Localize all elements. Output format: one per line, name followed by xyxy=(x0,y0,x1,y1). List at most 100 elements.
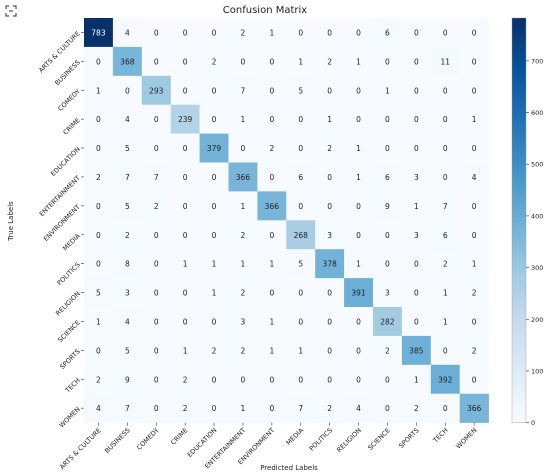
heatmap-cell xyxy=(286,364,316,394)
y-tick-label: CRIME xyxy=(62,116,82,136)
cell-value-label: 4 xyxy=(125,115,130,124)
heatmap-cell xyxy=(286,191,316,221)
cell-value-label: 0 xyxy=(385,375,390,384)
heatmap-cell xyxy=(141,162,171,192)
cell-value-label: 7 xyxy=(298,404,303,413)
cell-value-label: 0 xyxy=(183,57,188,66)
heatmap-cell xyxy=(199,335,229,366)
cell-value-label: 6 xyxy=(443,231,448,240)
cell-value-label: 0 xyxy=(414,57,419,66)
heatmap-cell xyxy=(315,335,345,366)
heatmap-cell xyxy=(170,220,200,250)
heatmap-cell xyxy=(257,162,287,192)
cell-value-label: 4 xyxy=(356,404,361,413)
cell-value-label: 0 xyxy=(212,202,217,211)
heatmap-cell xyxy=(430,335,460,366)
cell-value-label: 0 xyxy=(414,289,419,298)
cell-value-label: 282 xyxy=(380,317,395,326)
heatmap-cell xyxy=(199,364,229,394)
y-tick-label: COMEDY xyxy=(56,87,81,112)
heatmap-cell xyxy=(112,307,143,337)
heatmap-cell xyxy=(373,278,403,308)
heatmap-cell xyxy=(430,220,460,250)
cell-value-label: 0 xyxy=(298,317,303,326)
heatmap-cell xyxy=(286,249,316,279)
heatmap-cell xyxy=(286,46,316,77)
heatmap-cell xyxy=(430,249,460,279)
cell-value-label: 0 xyxy=(443,86,448,95)
x-tick-label: WOMEN xyxy=(454,426,478,450)
cell-value-label: 0 xyxy=(327,202,332,211)
heatmap-cell xyxy=(401,220,432,250)
heatmap-cell xyxy=(373,104,403,134)
cell-value-label: 0 xyxy=(298,289,303,298)
y-tick-label: SPORTS xyxy=(58,348,82,372)
cell-value-label: 1 xyxy=(183,260,188,269)
cell-value-label: 0 xyxy=(327,317,332,326)
heatmap-cell xyxy=(257,335,287,366)
heatmap-cell xyxy=(228,75,258,105)
heatmap-cell xyxy=(170,18,200,48)
colorbar-tick-label: 300 xyxy=(531,264,543,272)
heatmap-cell xyxy=(170,133,200,163)
cell-value-label: 0 xyxy=(183,289,188,298)
cell-value-label: 4 xyxy=(96,404,101,413)
cell-value-label: 0 xyxy=(183,28,188,37)
cell-value-label: 0 xyxy=(154,28,159,37)
heatmap-cell xyxy=(286,104,316,134)
cell-value-label: 1 xyxy=(212,289,217,298)
cell-value-label: 0 xyxy=(183,173,188,182)
heatmap-cell xyxy=(315,162,345,192)
cell-value-label: 0 xyxy=(327,346,332,355)
cell-value-label: 0 xyxy=(443,404,448,413)
heatmap-cell xyxy=(170,46,200,77)
cell-value-label: 2 xyxy=(241,346,246,355)
heatmap-cell xyxy=(112,133,143,163)
heatmap-cell xyxy=(141,364,171,394)
cell-value-label: 0 xyxy=(269,115,274,124)
cell-value-label: 1 xyxy=(298,346,303,355)
cell-value-label: 7 xyxy=(241,86,246,95)
cell-value-label: 7 xyxy=(443,202,448,211)
heatmap-cell xyxy=(257,191,287,221)
heatmap-cell xyxy=(170,104,200,134)
cell-value-label: 0 xyxy=(414,260,419,269)
heatmap-cell xyxy=(344,393,374,423)
cell-value-label: 1 xyxy=(269,28,274,37)
cell-value-label: 1 xyxy=(269,346,274,355)
cell-value-label: 9 xyxy=(125,375,130,384)
heatmap-cell xyxy=(84,278,114,308)
y-tick-label: BUSINESS xyxy=(53,59,82,88)
heatmap-cell xyxy=(286,220,316,250)
cell-value-label: 3 xyxy=(414,231,419,240)
cell-value-label: 2 xyxy=(212,57,217,66)
heatmap-cell xyxy=(401,249,432,279)
heatmap-cell xyxy=(84,249,114,279)
cell-value-label: 5 xyxy=(125,346,130,355)
heatmap-cell xyxy=(459,335,489,366)
cell-value-label: 0 xyxy=(327,375,332,384)
cell-value-label: 1 xyxy=(327,115,332,124)
cell-value-label: 2 xyxy=(96,173,101,182)
heatmap-cell xyxy=(257,18,287,48)
heatmap-cell xyxy=(430,18,460,48)
heatmap-cell xyxy=(199,249,229,279)
heatmap-cell xyxy=(315,249,345,279)
heatmap-cell xyxy=(228,104,258,134)
cell-value-label: 1 xyxy=(356,57,361,66)
cell-value-label: 0 xyxy=(298,144,303,153)
expand-icon[interactable] xyxy=(4,4,18,18)
cell-value-label: 385 xyxy=(409,346,424,355)
cell-value-label: 0 xyxy=(269,289,274,298)
y-tick-label: RELIGION xyxy=(54,290,82,318)
cell-value-label: 2 xyxy=(154,202,159,211)
heatmap-cell xyxy=(459,307,489,337)
cell-value-label: 0 xyxy=(269,375,274,384)
cell-value-label: 0 xyxy=(327,86,332,95)
cell-value-label: 0 xyxy=(269,231,274,240)
heatmap-cell xyxy=(112,249,143,279)
cell-value-label: 2 xyxy=(96,375,101,384)
heatmap-cell xyxy=(373,335,403,366)
cell-value-label: 1 xyxy=(269,317,274,326)
cell-value-label: 2 xyxy=(212,346,217,355)
